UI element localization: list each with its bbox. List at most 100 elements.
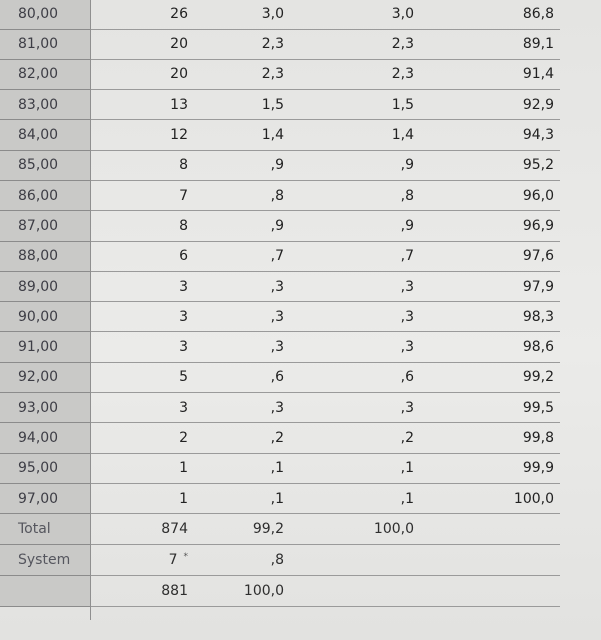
cumulative-percent-cell: 89,1 (420, 29, 560, 60)
valid-percent-cell: ,1 (290, 453, 420, 484)
frequency-cell: 20 (90, 29, 194, 60)
value-label: 92,00 (0, 362, 91, 394)
percent-cell: 3,0 (194, 0, 290, 30)
table-row: 82,00 20 2,3 2,3 91,4 (0, 59, 560, 91)
cumulative-percent-cell: 91,4 (420, 59, 560, 91)
valid-percent-cell: 1,5 (290, 89, 420, 121)
frequency-cell: 26 (90, 0, 194, 30)
valid-percent-cell: ,9 (290, 210, 420, 242)
cumulative-percent-cell: 99,8 (420, 422, 560, 454)
value-label: 85,00 (0, 150, 91, 181)
table-row: 93,00 3,3,3 99,5 (0, 392, 560, 424)
table-row: 94,00 2,2,2 99,8 (0, 422, 560, 454)
table-row: 85,00 8,9,9 95,2 (0, 150, 560, 181)
value-label: 95,00 (0, 453, 91, 484)
table-row: 89,00 3,3,3 97,9 (0, 271, 560, 303)
table-row: 84,00 12 1,4 1,4 94,3 (0, 119, 560, 151)
table-row: 90,00 3,3,3 98,3 (0, 301, 560, 333)
percent-cell: ,1 (194, 483, 290, 515)
system-percent: ,8 (194, 544, 290, 577)
percent-cell: ,2 (194, 422, 290, 454)
valid-percent-cell: 2,3 (290, 59, 420, 91)
table-row: 81,00 20 2,3 2,3 89,1 (0, 29, 560, 60)
cumulative-percent-cell: 95,2 (420, 150, 560, 181)
percent-cell: 1,4 (194, 119, 290, 151)
value-label: 97,00 (0, 483, 91, 515)
system-cumulative-percent (420, 544, 560, 577)
cumulative-percent-cell: 97,9 (420, 271, 560, 303)
cumulative-percent-cell: 97,6 (420, 241, 560, 272)
percent-cell: ,3 (194, 331, 290, 363)
percent-cell: ,7 (194, 241, 290, 272)
total-label: Total (0, 513, 91, 546)
frequency-cell: 3 (90, 301, 194, 333)
system-valid-percent (290, 544, 420, 577)
valid-percent-cell: 2,3 (290, 29, 420, 60)
total-valid-percent: 100,0 (290, 513, 420, 546)
cumulative-percent-cell: 96,0 (420, 180, 560, 212)
table-row: 92,00 5,6,6 99,2 (0, 362, 560, 394)
system-frequency-value: 7 (168, 552, 178, 569)
frequency-cell: 3 (90, 331, 194, 363)
table-row: 95,00 1,1,1 99,9 (0, 453, 560, 484)
value-label: 88,00 (0, 241, 91, 272)
percent-cell: ,1 (194, 453, 290, 484)
frequency-cell: 20 (90, 59, 194, 91)
cumulative-percent-cell: 98,3 (420, 301, 560, 333)
cumulative-percent-cell: 92,9 (420, 89, 560, 121)
value-label: 94,00 (0, 422, 91, 454)
table-row: 80,00 26 3,0 3,0 86,8 (0, 0, 560, 30)
value-label: 90,00 (0, 301, 91, 333)
total-frequency: 874 (90, 513, 194, 546)
grand-total-row: 881 100,0 (0, 575, 560, 608)
cumulative-percent-cell: 86,8 (420, 0, 560, 30)
percent-cell: ,3 (194, 271, 290, 303)
percent-cell: 2,3 (194, 29, 290, 60)
value-label: 89,00 (0, 271, 91, 303)
grand-total-percent: 100,0 (194, 575, 290, 608)
valid-percent-cell: 3,0 (290, 0, 420, 30)
total-row: Total 874 99,2 100,0 (0, 513, 560, 546)
system-label: System (0, 544, 91, 577)
table-row: 97,00 1,1,1 100,0 (0, 483, 560, 515)
grand-total-valid-percent (290, 575, 420, 608)
frequency-table-body: 80,00 26 3,0 3,0 86,8 81,00 20 2,3 2,3 89,1 82,00 2… (0, 0, 560, 608)
frequency-cell: 1 (90, 483, 194, 515)
frequency-cell: 7 (90, 180, 194, 212)
valid-percent-cell: ,3 (290, 271, 420, 303)
cumulative-percent-cell: 98,6 (420, 331, 560, 363)
valid-percent-cell: ,3 (290, 392, 420, 424)
frequency-cell: 3 (90, 271, 194, 303)
valid-percent-cell: ,2 (290, 422, 420, 454)
percent-cell: ,3 (194, 301, 290, 333)
frequency-cell: 3 (90, 392, 194, 424)
cumulative-percent-cell: 99,5 (420, 392, 560, 424)
system-marker: * (183, 552, 189, 563)
cumulative-percent-cell: 99,2 (420, 362, 560, 394)
valid-percent-cell: 1,4 (290, 119, 420, 151)
table-row: 91,00 3,3,3 98,6 (0, 331, 560, 363)
percent-cell: ,3 (194, 392, 290, 424)
frequency-cell: 12 (90, 119, 194, 151)
frequency-table: 80,00 26 3,0 3,0 86,8 81,00 20 2,3 2,3 89,1 82,00 2… (0, 0, 560, 608)
table-row: 83,00 13 1,5 1,5 92,9 (0, 89, 560, 121)
table-row: 86,00 7,8,8 96,0 (0, 180, 560, 212)
value-label: 84,00 (0, 119, 91, 151)
value-label: 86,00 (0, 180, 91, 212)
label-column-divider (90, 0, 91, 620)
percent-cell: ,9 (194, 210, 290, 242)
system-frequency: 7 * (90, 544, 194, 577)
value-label: 91,00 (0, 331, 91, 363)
valid-percent-cell: ,8 (290, 180, 420, 212)
cumulative-percent-cell: 94,3 (420, 119, 560, 151)
total-cumulative-percent (420, 513, 560, 546)
value-label: 80,00 (0, 0, 91, 30)
percent-cell: 2,3 (194, 59, 290, 91)
value-label: 83,00 (0, 89, 91, 121)
missing-system-row: System 7 * ,8 (0, 544, 560, 577)
cumulative-percent-cell: 99,9 (420, 453, 560, 484)
valid-percent-cell: ,1 (290, 483, 420, 515)
value-label: 82,00 (0, 59, 91, 91)
frequency-cell: 6 (90, 241, 194, 272)
